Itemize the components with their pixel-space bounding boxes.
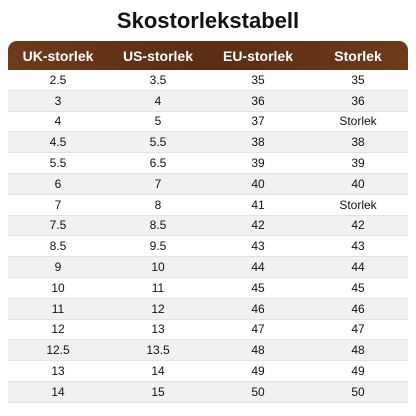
table-cell: 35 (351, 72, 365, 87)
table-cell: 12.5 (46, 343, 70, 358)
table-cell: 2.5 (49, 72, 67, 87)
header-cell: US-storlek (122, 47, 194, 64)
table-cell: 4 (54, 114, 62, 129)
table-cell: 3 (54, 93, 62, 108)
table-cell: 43 (251, 239, 265, 254)
header-cell: Storlek (334, 47, 382, 64)
table-cell: 13 (151, 322, 165, 337)
table-cell: 37 (251, 114, 265, 129)
table-cell: 45 (351, 280, 365, 295)
table-cell: 38 (251, 135, 265, 150)
table-cell: 45 (251, 280, 265, 295)
table-row: 12 13 47 47 (8, 319, 408, 341)
table-cell: 13.5 (146, 343, 170, 358)
table-row: 10 11 45 45 (8, 277, 408, 299)
header-cell: UK-storlek (22, 47, 94, 64)
table-row: 11 12 46 46 (8, 298, 408, 320)
table-cell: 48 (251, 343, 265, 358)
table-cell: 36 (351, 93, 365, 108)
header-row: UK-storlek US-storlek EU-storlek Storlek (8, 41, 408, 70)
table-cell: 46 (351, 301, 365, 316)
table-cell: 12 (151, 301, 165, 316)
table-row: 6 7 40 40 (8, 173, 408, 195)
table-cell: 7 (154, 176, 162, 191)
table-row: 8.5 9.5 43 43 (8, 236, 408, 258)
table-cell: 5 (154, 114, 162, 129)
table-cell: 14 (51, 384, 65, 399)
table-cell: 6 (54, 176, 62, 191)
table-cell: 39 (351, 156, 365, 171)
table-cell: 7.5 (49, 218, 67, 233)
table-cell: 49 (351, 364, 365, 379)
table-row: 13 14 49 49 (8, 361, 408, 382)
table-row: 2.5 3.5 35 35 (8, 70, 408, 91)
table-cell: 43 (351, 239, 365, 254)
table-cell: Storlek (339, 197, 377, 212)
table-cell: 48 (351, 343, 365, 358)
size-table: UK-storlek US-storlek EU-storlek Storlek 2.… (8, 41, 408, 403)
title: Skostorlekstabell (116, 8, 300, 33)
table-row: 9 10 44 44 (8, 257, 408, 278)
table-cell: 49 (251, 364, 265, 379)
table-cell: 50 (251, 384, 265, 399)
table-cell: 10 (151, 260, 165, 275)
table-cell: 11 (51, 301, 65, 316)
table-cell: 50 (351, 384, 365, 399)
table-cell: 41 (251, 197, 265, 212)
table-cell: 9.5 (149, 239, 167, 254)
table-cell: 9 (54, 260, 62, 275)
table-cell: 40 (351, 176, 365, 191)
table-cell: 42 (351, 218, 365, 233)
table-cell: 42 (251, 218, 265, 233)
table-row: 4 5 37 Storlek (8, 111, 408, 133)
table-row: 12.5 13.5 48 48 (8, 340, 408, 362)
table-cell: 47 (351, 322, 365, 337)
table-cell: 44 (251, 260, 265, 275)
table-cell: 5.5 (49, 156, 67, 171)
table-cell: 5.5 (149, 135, 167, 150)
table-row: 3 4 36 36 (8, 90, 408, 112)
table-cell: 10 (51, 280, 65, 295)
table-cell: 46 (251, 301, 265, 316)
table-cell: 15 (151, 384, 165, 399)
table-cell: 44 (351, 260, 365, 275)
table-cell: Storlek (339, 114, 377, 129)
table-cell: 8 (154, 197, 162, 212)
table-cell: 8.5 (149, 218, 167, 233)
table-cell: 35 (251, 72, 265, 87)
header-cell: EU-storlek (222, 47, 294, 64)
table-body: 2.5 3.5 35 35 3 4 36 36 4 5 37 Storlek 4.5 5.5 38 38 5.5… (8, 70, 408, 403)
table-row: 7.5 8.5 42 42 (8, 215, 408, 237)
table-row: 14 15 50 50 (8, 381, 408, 403)
table-cell: 39 (251, 156, 265, 171)
table-cell: 3.5 (149, 72, 167, 87)
table-cell: 13 (51, 364, 65, 379)
table-cell: 14 (151, 364, 165, 379)
table-cell: 8.5 (49, 239, 67, 254)
table-cell: 7 (54, 197, 62, 212)
table-cell: 38 (351, 135, 365, 150)
table-cell: 12 (51, 322, 65, 337)
table-cell: 4 (154, 93, 162, 108)
table-row: 7 8 41 Storlek (8, 194, 408, 216)
table-cell: 36 (251, 93, 265, 108)
table-row: 5.5 6.5 39 39 (8, 153, 408, 174)
table-cell: 11 (151, 280, 165, 295)
table-row: 4.5 5.5 38 38 (8, 132, 408, 154)
table-cell: 6.5 (149, 156, 167, 171)
table-cell: 47 (251, 322, 265, 337)
table-cell: 4.5 (49, 135, 67, 150)
table-cell: 40 (251, 176, 265, 191)
